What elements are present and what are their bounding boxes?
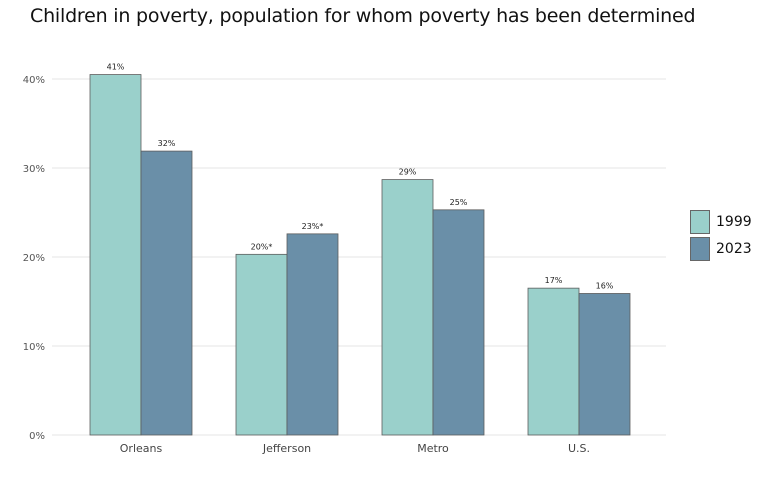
data-label: 20%* <box>251 242 273 251</box>
data-label: 23%* <box>302 222 324 231</box>
data-label: 41% <box>107 63 125 72</box>
x-tick-label: Jefferson <box>262 442 311 455</box>
data-label: 29% <box>399 168 417 177</box>
legend: 1999 2023 <box>690 208 752 262</box>
data-label: 16% <box>596 281 614 290</box>
y-tick-label: 40% <box>23 75 45 86</box>
legend-swatch-1999 <box>690 209 710 234</box>
y-tick-label: 30% <box>23 164 45 175</box>
data-label: 17% <box>545 276 563 285</box>
data-label: 32% <box>158 139 176 148</box>
bar <box>286 233 339 436</box>
legend-item-2023: 2023 <box>690 235 752 262</box>
y-tick-label: 0% <box>29 431 45 442</box>
bar <box>89 74 142 436</box>
legend-item-1999: 1999 <box>690 208 752 235</box>
x-tick-label: Orleans <box>120 442 163 455</box>
bar <box>527 287 580 436</box>
chart-title: Children in poverty, population for whom… <box>30 5 696 27</box>
y-tick-label: 20% <box>23 253 45 264</box>
legend-label-1999: 1999 <box>716 213 752 230</box>
bar <box>140 150 193 436</box>
data-label: 25% <box>450 198 468 207</box>
legend-label-2023: 2023 <box>716 240 752 257</box>
bar <box>235 253 288 436</box>
bar <box>381 179 434 436</box>
bar <box>578 293 631 436</box>
x-tick-label: U.S. <box>568 442 590 455</box>
y-tick-label: 10% <box>23 342 45 353</box>
x-tick-label: Metro <box>417 442 449 455</box>
legend-swatch-2023 <box>690 236 710 261</box>
bar <box>432 209 485 436</box>
